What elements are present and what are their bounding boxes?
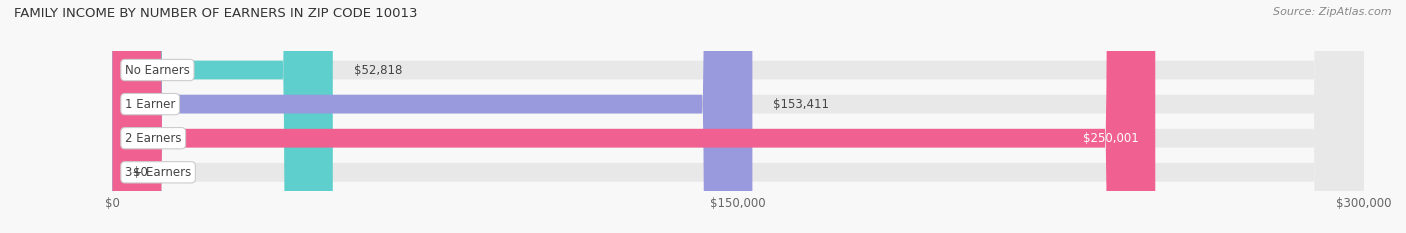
FancyBboxPatch shape (112, 0, 1364, 233)
FancyBboxPatch shape (112, 0, 1364, 233)
Text: 2 Earners: 2 Earners (125, 132, 181, 145)
Text: FAMILY INCOME BY NUMBER OF EARNERS IN ZIP CODE 10013: FAMILY INCOME BY NUMBER OF EARNERS IN ZI… (14, 7, 418, 20)
Text: Source: ZipAtlas.com: Source: ZipAtlas.com (1274, 7, 1392, 17)
Text: $153,411: $153,411 (773, 98, 830, 111)
FancyBboxPatch shape (112, 0, 1364, 233)
FancyBboxPatch shape (112, 0, 1156, 233)
FancyBboxPatch shape (112, 0, 752, 233)
Text: No Earners: No Earners (125, 64, 190, 76)
FancyBboxPatch shape (112, 0, 1364, 233)
Text: 1 Earner: 1 Earner (125, 98, 176, 111)
Text: $250,001: $250,001 (1083, 132, 1139, 145)
Text: $0: $0 (134, 166, 148, 179)
Text: $52,818: $52,818 (354, 64, 402, 76)
Text: 3+ Earners: 3+ Earners (125, 166, 191, 179)
FancyBboxPatch shape (112, 0, 333, 233)
